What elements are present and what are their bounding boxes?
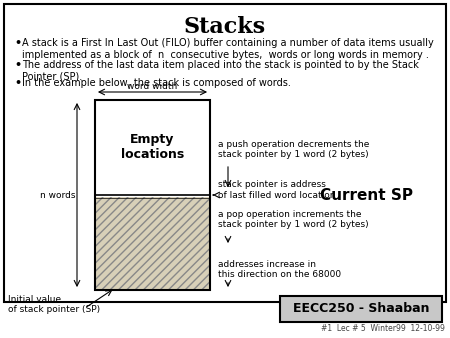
Bar bbox=[95, 197, 210, 290]
Text: #1  Lec # 5  Winter99  12-10-99: #1 Lec # 5 Winter99 12-10-99 bbox=[321, 324, 445, 333]
Text: Initial value
of stack pointer (SP): Initial value of stack pointer (SP) bbox=[8, 295, 100, 314]
Text: Empty
locations: Empty locations bbox=[121, 134, 184, 162]
Text: addresses increase in
this direction on the 68000: addresses increase in this direction on … bbox=[218, 260, 341, 280]
Text: Current SP: Current SP bbox=[320, 188, 413, 202]
Text: n words: n words bbox=[40, 191, 75, 199]
Text: a push operation decrements the
stack pointer by 1 word (2 bytes): a push operation decrements the stack po… bbox=[218, 140, 369, 160]
Text: •: • bbox=[14, 78, 21, 88]
Text: a pop operation increments the
stack pointer by 1 word (2 bytes): a pop operation increments the stack poi… bbox=[218, 210, 369, 230]
Text: The address of the last data item placed into the stack is pointed to by the Sta: The address of the last data item placed… bbox=[22, 60, 419, 81]
Text: A stack is a First In Last Out (FILO) buffer containing a number of data items u: A stack is a First In Last Out (FILO) bu… bbox=[22, 38, 434, 59]
Bar bbox=[4, 4, 446, 302]
Text: EECC250 - Shaaban: EECC250 - Shaaban bbox=[293, 303, 429, 315]
Text: •: • bbox=[14, 38, 21, 48]
Bar bbox=[95, 100, 210, 290]
Text: stack pointer is address
of last filled word location: stack pointer is address of last filled … bbox=[218, 180, 336, 200]
Text: word width: word width bbox=[127, 82, 178, 91]
Text: Stacks: Stacks bbox=[184, 16, 266, 38]
Text: In the example below, the stack is composed of words.: In the example below, the stack is compo… bbox=[22, 78, 291, 88]
Text: •: • bbox=[14, 60, 21, 70]
Bar bbox=[280, 296, 442, 322]
Bar bbox=[95, 100, 210, 195]
